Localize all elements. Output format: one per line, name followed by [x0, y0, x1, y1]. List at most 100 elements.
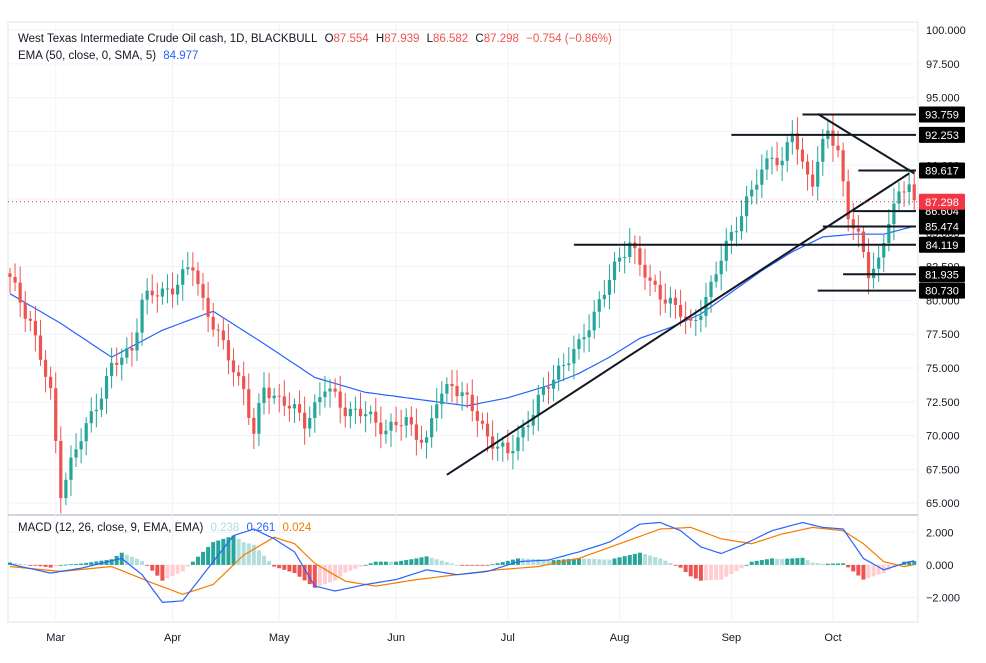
macd-hist-bar	[343, 564, 348, 573]
candle-body	[724, 240, 728, 261]
macd-hist-bar	[541, 559, 546, 565]
last-price-label: 87.298	[925, 197, 959, 209]
macd-hist-bar	[749, 561, 754, 565]
macd-hist-bar	[510, 559, 515, 565]
macd-hist-bar	[632, 553, 637, 565]
candle-body	[770, 157, 774, 159]
macd-hist-bar	[698, 564, 703, 581]
candle-body	[877, 257, 881, 269]
candle-body	[602, 294, 606, 300]
macd-hist-bar	[820, 563, 825, 565]
candle-body	[912, 184, 916, 201]
macd-hist-bar	[84, 562, 89, 565]
candle-body	[282, 396, 286, 406]
macd-hist-bar	[312, 564, 317, 588]
macd-hist-bar	[643, 554, 647, 565]
candle-body	[181, 269, 185, 285]
candle-body	[607, 280, 612, 295]
macd-hist-bar	[439, 560, 444, 565]
candle-body	[323, 391, 327, 398]
macd-hist-bar	[505, 560, 510, 565]
candle-body	[145, 290, 149, 300]
candle-body	[267, 387, 271, 399]
candle-body	[887, 224, 891, 244]
macd-hist-bar	[226, 537, 231, 565]
macd-hist-bar	[754, 560, 759, 565]
macd-hist-bar	[236, 538, 241, 565]
candle-body	[785, 142, 789, 161]
candle-body	[836, 145, 840, 151]
macd-hist-bar	[373, 561, 378, 565]
macd-hist-bar	[302, 564, 307, 581]
candle-body	[104, 376, 109, 399]
level-label-box	[919, 106, 965, 123]
macd-hist-bar	[871, 564, 876, 577]
y-tick-label: 70.000	[926, 431, 960, 443]
candle-body	[440, 393, 444, 405]
candle-body	[216, 329, 220, 331]
x-tick-label: Mar	[46, 632, 65, 644]
candle-body	[541, 387, 545, 395]
candle-body	[74, 449, 78, 458]
chart-header: West Texas Intermediate Crude Oil cash, …	[18, 33, 616, 45]
candle-body	[394, 421, 398, 426]
macd-hist-bar	[444, 562, 449, 565]
macd-hist-bar	[617, 557, 622, 565]
candle-body	[176, 284, 180, 295]
candle-body	[526, 425, 530, 427]
candle-body	[567, 363, 571, 366]
macd-y-tick-label: −2.000	[926, 593, 960, 605]
candle-body	[389, 421, 393, 431]
x-tick-label: Sep	[722, 632, 742, 644]
candle-body	[247, 389, 251, 418]
macd-hist-bar	[211, 542, 216, 565]
ema-label: EMA (50, close, 0, SMA, 5)	[18, 50, 157, 62]
candle-body	[699, 315, 703, 320]
candle-body	[511, 451, 515, 454]
candle-body	[308, 418, 312, 429]
level-label-box	[919, 126, 965, 143]
candle-body	[160, 288, 164, 297]
x-tick-label: Apr	[164, 632, 181, 644]
macd-hist-bar	[536, 558, 541, 565]
macd-line	[9, 521, 915, 604]
y-tick-label: 95.000	[926, 93, 960, 105]
macd-hist-bar	[328, 564, 333, 583]
macd-hist-bar	[18, 563, 23, 565]
macd-hist-bar	[322, 564, 327, 585]
plot-frame	[7, 21, 919, 623]
macd-hist-bar	[165, 564, 170, 579]
macd-hist-bar	[770, 558, 774, 565]
candle-body	[424, 437, 429, 443]
candle-body	[419, 439, 424, 443]
macd-y-tick-label: 2.000	[926, 527, 954, 539]
macd-hist-bar	[795, 558, 800, 565]
macd-hist-bar	[693, 564, 698, 579]
candle-body	[135, 332, 139, 351]
candle-body	[374, 411, 378, 423]
level-label: 84.119	[926, 240, 959, 252]
candle-body	[856, 228, 860, 232]
ema-layer	[9, 225, 915, 407]
macd-hist-bar	[135, 558, 139, 565]
candle-body	[546, 387, 551, 389]
candle-body	[237, 372, 241, 377]
macd-hist-bar	[663, 560, 668, 565]
candle-body	[201, 284, 205, 298]
candle-body	[557, 365, 561, 380]
macd-hist-bar	[912, 561, 917, 565]
candle-body	[745, 196, 749, 217]
macd-hist-bar	[607, 559, 612, 565]
candle-body	[907, 184, 911, 192]
candle-body	[84, 423, 88, 442]
candle-body	[663, 299, 667, 304]
candle-body	[231, 360, 236, 373]
macd-hist-bar	[48, 564, 53, 568]
macd-hist-bar	[648, 555, 653, 565]
macd-hist-bar	[490, 564, 495, 566]
macd-hist-bar	[719, 564, 724, 580]
candle-body	[501, 442, 505, 447]
candle-body	[790, 133, 794, 143]
macd-hist-bar	[622, 556, 627, 565]
macd-hist-bar	[485, 564, 490, 566]
